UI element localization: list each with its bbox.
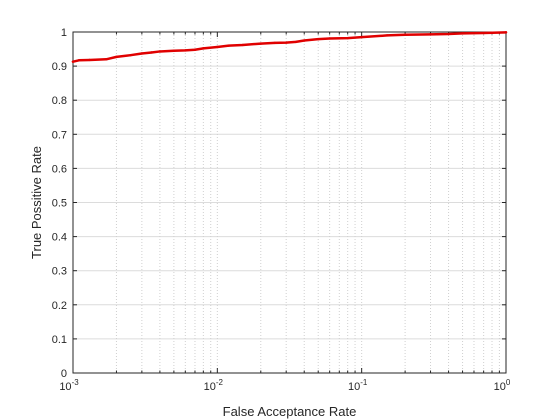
roc-data-point [172, 49, 176, 52]
x-tick-base: 10 [494, 381, 506, 393]
roc-data-point [259, 42, 262, 45]
roc-data-point [202, 47, 205, 50]
y-tick-label: 0.1 [52, 334, 67, 346]
roc-data-point [129, 53, 132, 57]
roc-data-point [241, 43, 244, 47]
roc-data-point [158, 50, 162, 53]
roc-data-point [360, 35, 363, 39]
roc-data-point [303, 39, 306, 42]
y-tick-label: 0 [61, 368, 67, 380]
roc-data-point [193, 48, 197, 51]
roc-data-point [184, 49, 187, 52]
roc-data-point [105, 58, 108, 61]
y-tick-label: 1 [61, 27, 67, 39]
series-layer [71, 31, 508, 63]
roc-data-point [71, 60, 75, 63]
grid [73, 32, 506, 373]
roc-data-point [150, 51, 153, 54]
roc-data-point [284, 41, 288, 44]
x-tick-base: 10 [204, 381, 216, 393]
y-tick-label: 0.8 [52, 95, 67, 107]
roc-data-point [504, 31, 508, 34]
roc-data-point [328, 37, 331, 40]
roc-data-point [273, 41, 276, 45]
y-tick-label: 0.2 [52, 300, 67, 312]
x-tick-exponent: -1 [360, 378, 368, 387]
x-tick-label: 10-3 [59, 378, 79, 393]
y-tick-label: 0.3 [52, 266, 67, 278]
x-tick-label: 10-1 [348, 378, 368, 393]
roc-data-point [115, 55, 118, 59]
roc-data-point [429, 33, 432, 36]
roc-data-point [140, 52, 144, 55]
roc-curve-line [71, 31, 508, 63]
x-tick-base: 10 [59, 381, 71, 393]
x-tick-base: 10 [348, 381, 360, 393]
roc-data-point [482, 31, 485, 35]
y-tick-label: 0.4 [52, 232, 67, 244]
roc-data-point [317, 37, 320, 41]
roc-data-point [294, 40, 298, 44]
roc-data-point [447, 32, 450, 36]
roc-data-point [216, 45, 219, 49]
x-tick-exponent: -2 [216, 378, 224, 387]
x-tick-label: 10-2 [204, 378, 224, 393]
roc-data-point [385, 34, 389, 37]
y-tick-label: 0.6 [52, 163, 67, 175]
y-tick-label: 0.7 [52, 129, 67, 141]
x-tick-label: 100 [494, 378, 511, 393]
x-tick-exponent: -3 [72, 378, 80, 387]
y-tick-label: 0.9 [52, 61, 67, 73]
x-tick-exponent: 0 [506, 378, 511, 387]
roc-data-point [346, 36, 349, 40]
y-tick-label: 0.5 [52, 198, 67, 210]
roc-data-point [403, 33, 407, 36]
y-axis-label: True Possitive Rate [29, 146, 44, 259]
roc-data-point [227, 44, 230, 47]
roc-data-point [88, 58, 91, 62]
roc-data-point [461, 32, 464, 35]
roc-data-point [77, 59, 81, 62]
x-axis-label: False Acceptance Rate [223, 404, 357, 419]
